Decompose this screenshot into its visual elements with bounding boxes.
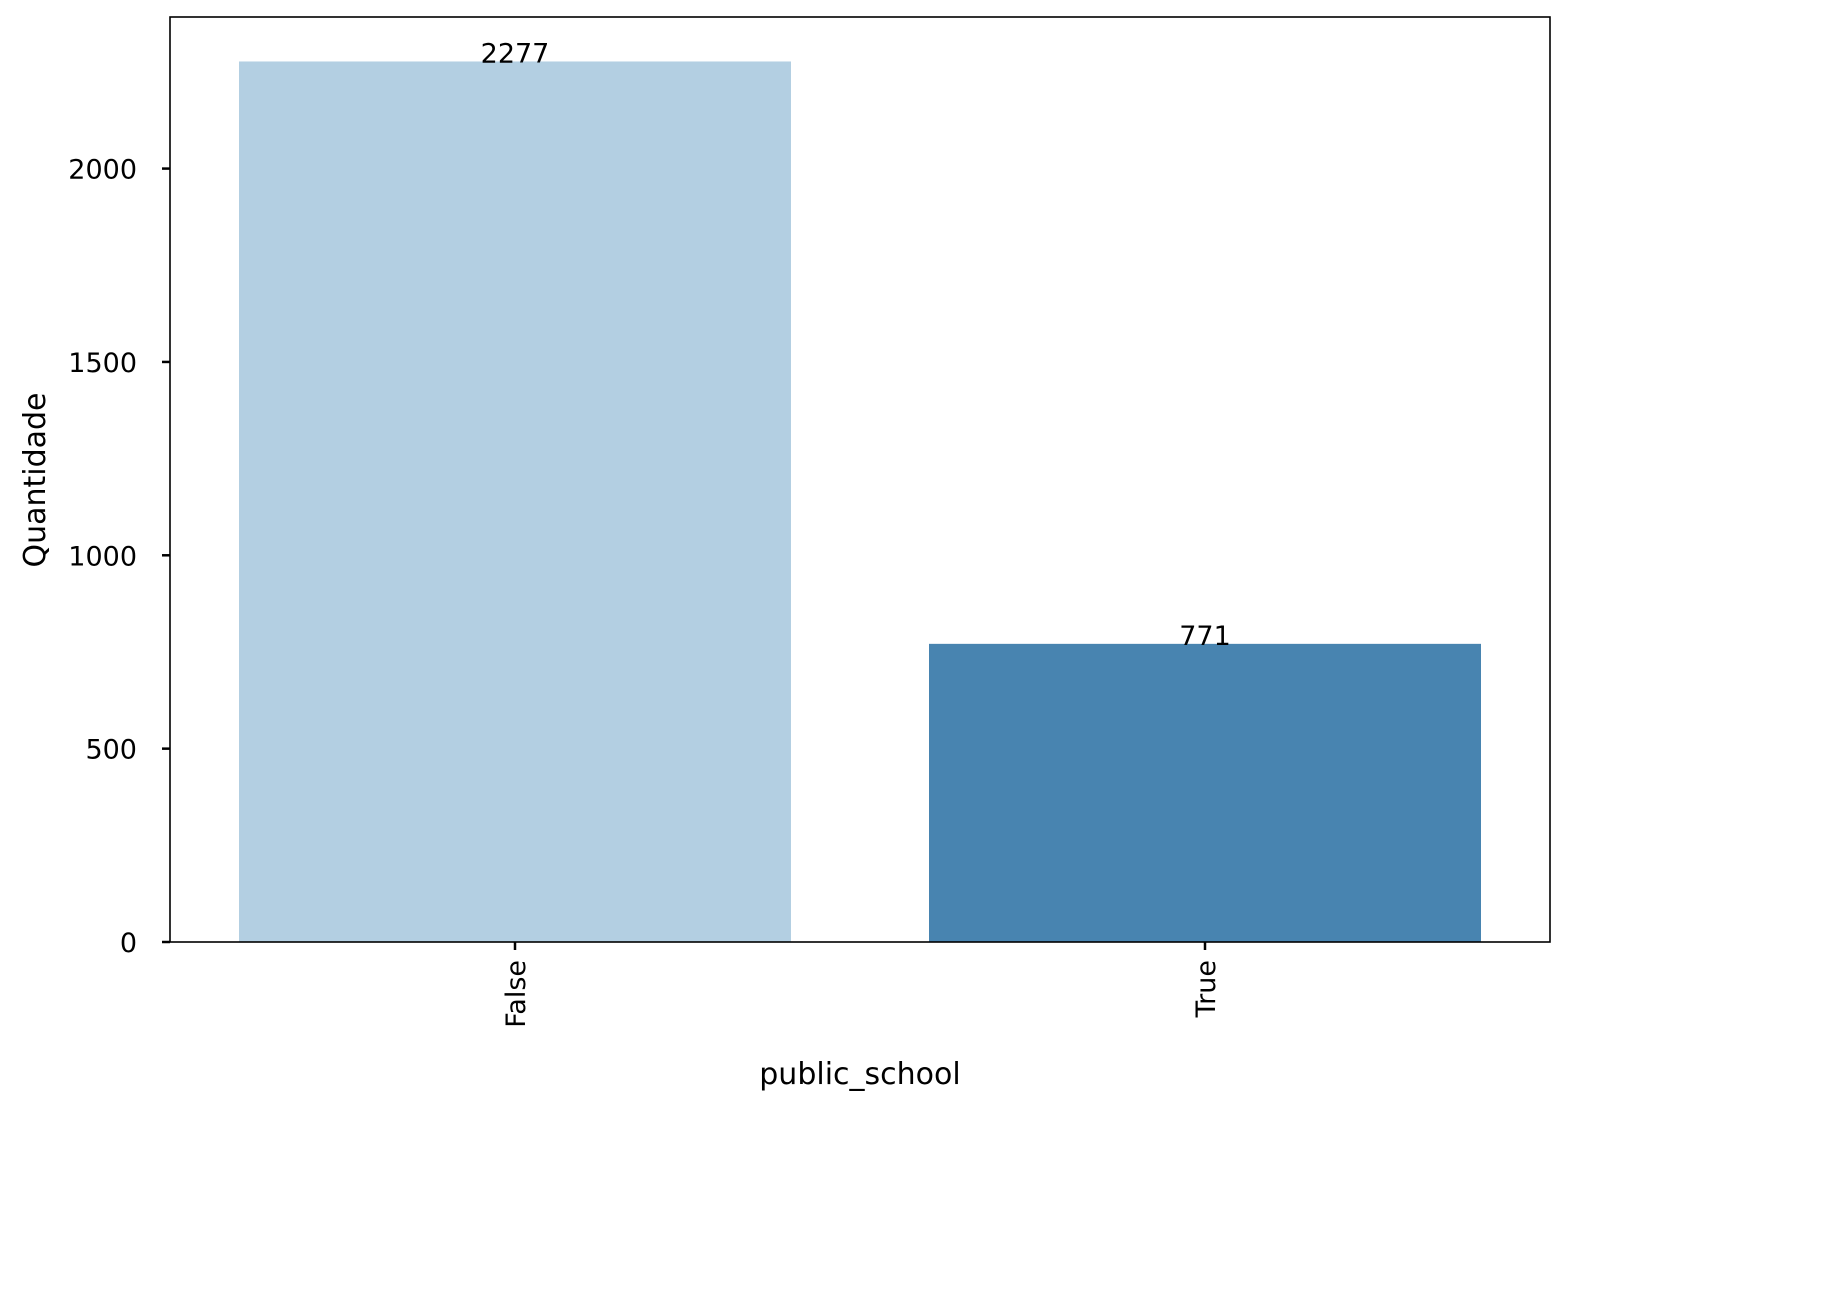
y-tick-label: 2000 bbox=[68, 155, 137, 186]
plot-frame bbox=[169, 16, 1551, 943]
data-label-true: 771 bbox=[1179, 621, 1231, 652]
x-tick-label-false: False bbox=[501, 960, 532, 1028]
data-label-false: 2277 bbox=[481, 38, 550, 69]
bars-group bbox=[239, 61, 1481, 943]
x-axis-ticks: False True bbox=[501, 942, 1222, 1028]
x-tick-label-true: True bbox=[1191, 960, 1222, 1018]
y-axis-label: Quantidade bbox=[18, 392, 53, 567]
y-tick-label: 1000 bbox=[68, 541, 137, 572]
bar-true bbox=[929, 643, 1481, 942]
data-labels-group: 2277 771 bbox=[481, 38, 1231, 651]
y-axis-ticks: 0 500 1000 1500 2000 bbox=[68, 155, 170, 959]
y-tick-label: 500 bbox=[85, 735, 137, 766]
bar-false bbox=[239, 61, 791, 943]
chart: 2277 771 0 500 1000 1500 2000 False True Quant… bbox=[18, 16, 1551, 1092]
x-axis-label: public_school bbox=[759, 1057, 960, 1092]
y-tick-label: 0 bbox=[120, 928, 137, 959]
bar-chart: 2277 771 0 500 1000 1500 2000 False True Quant… bbox=[18, 16, 1551, 1092]
y-tick-label: 1500 bbox=[68, 348, 137, 379]
